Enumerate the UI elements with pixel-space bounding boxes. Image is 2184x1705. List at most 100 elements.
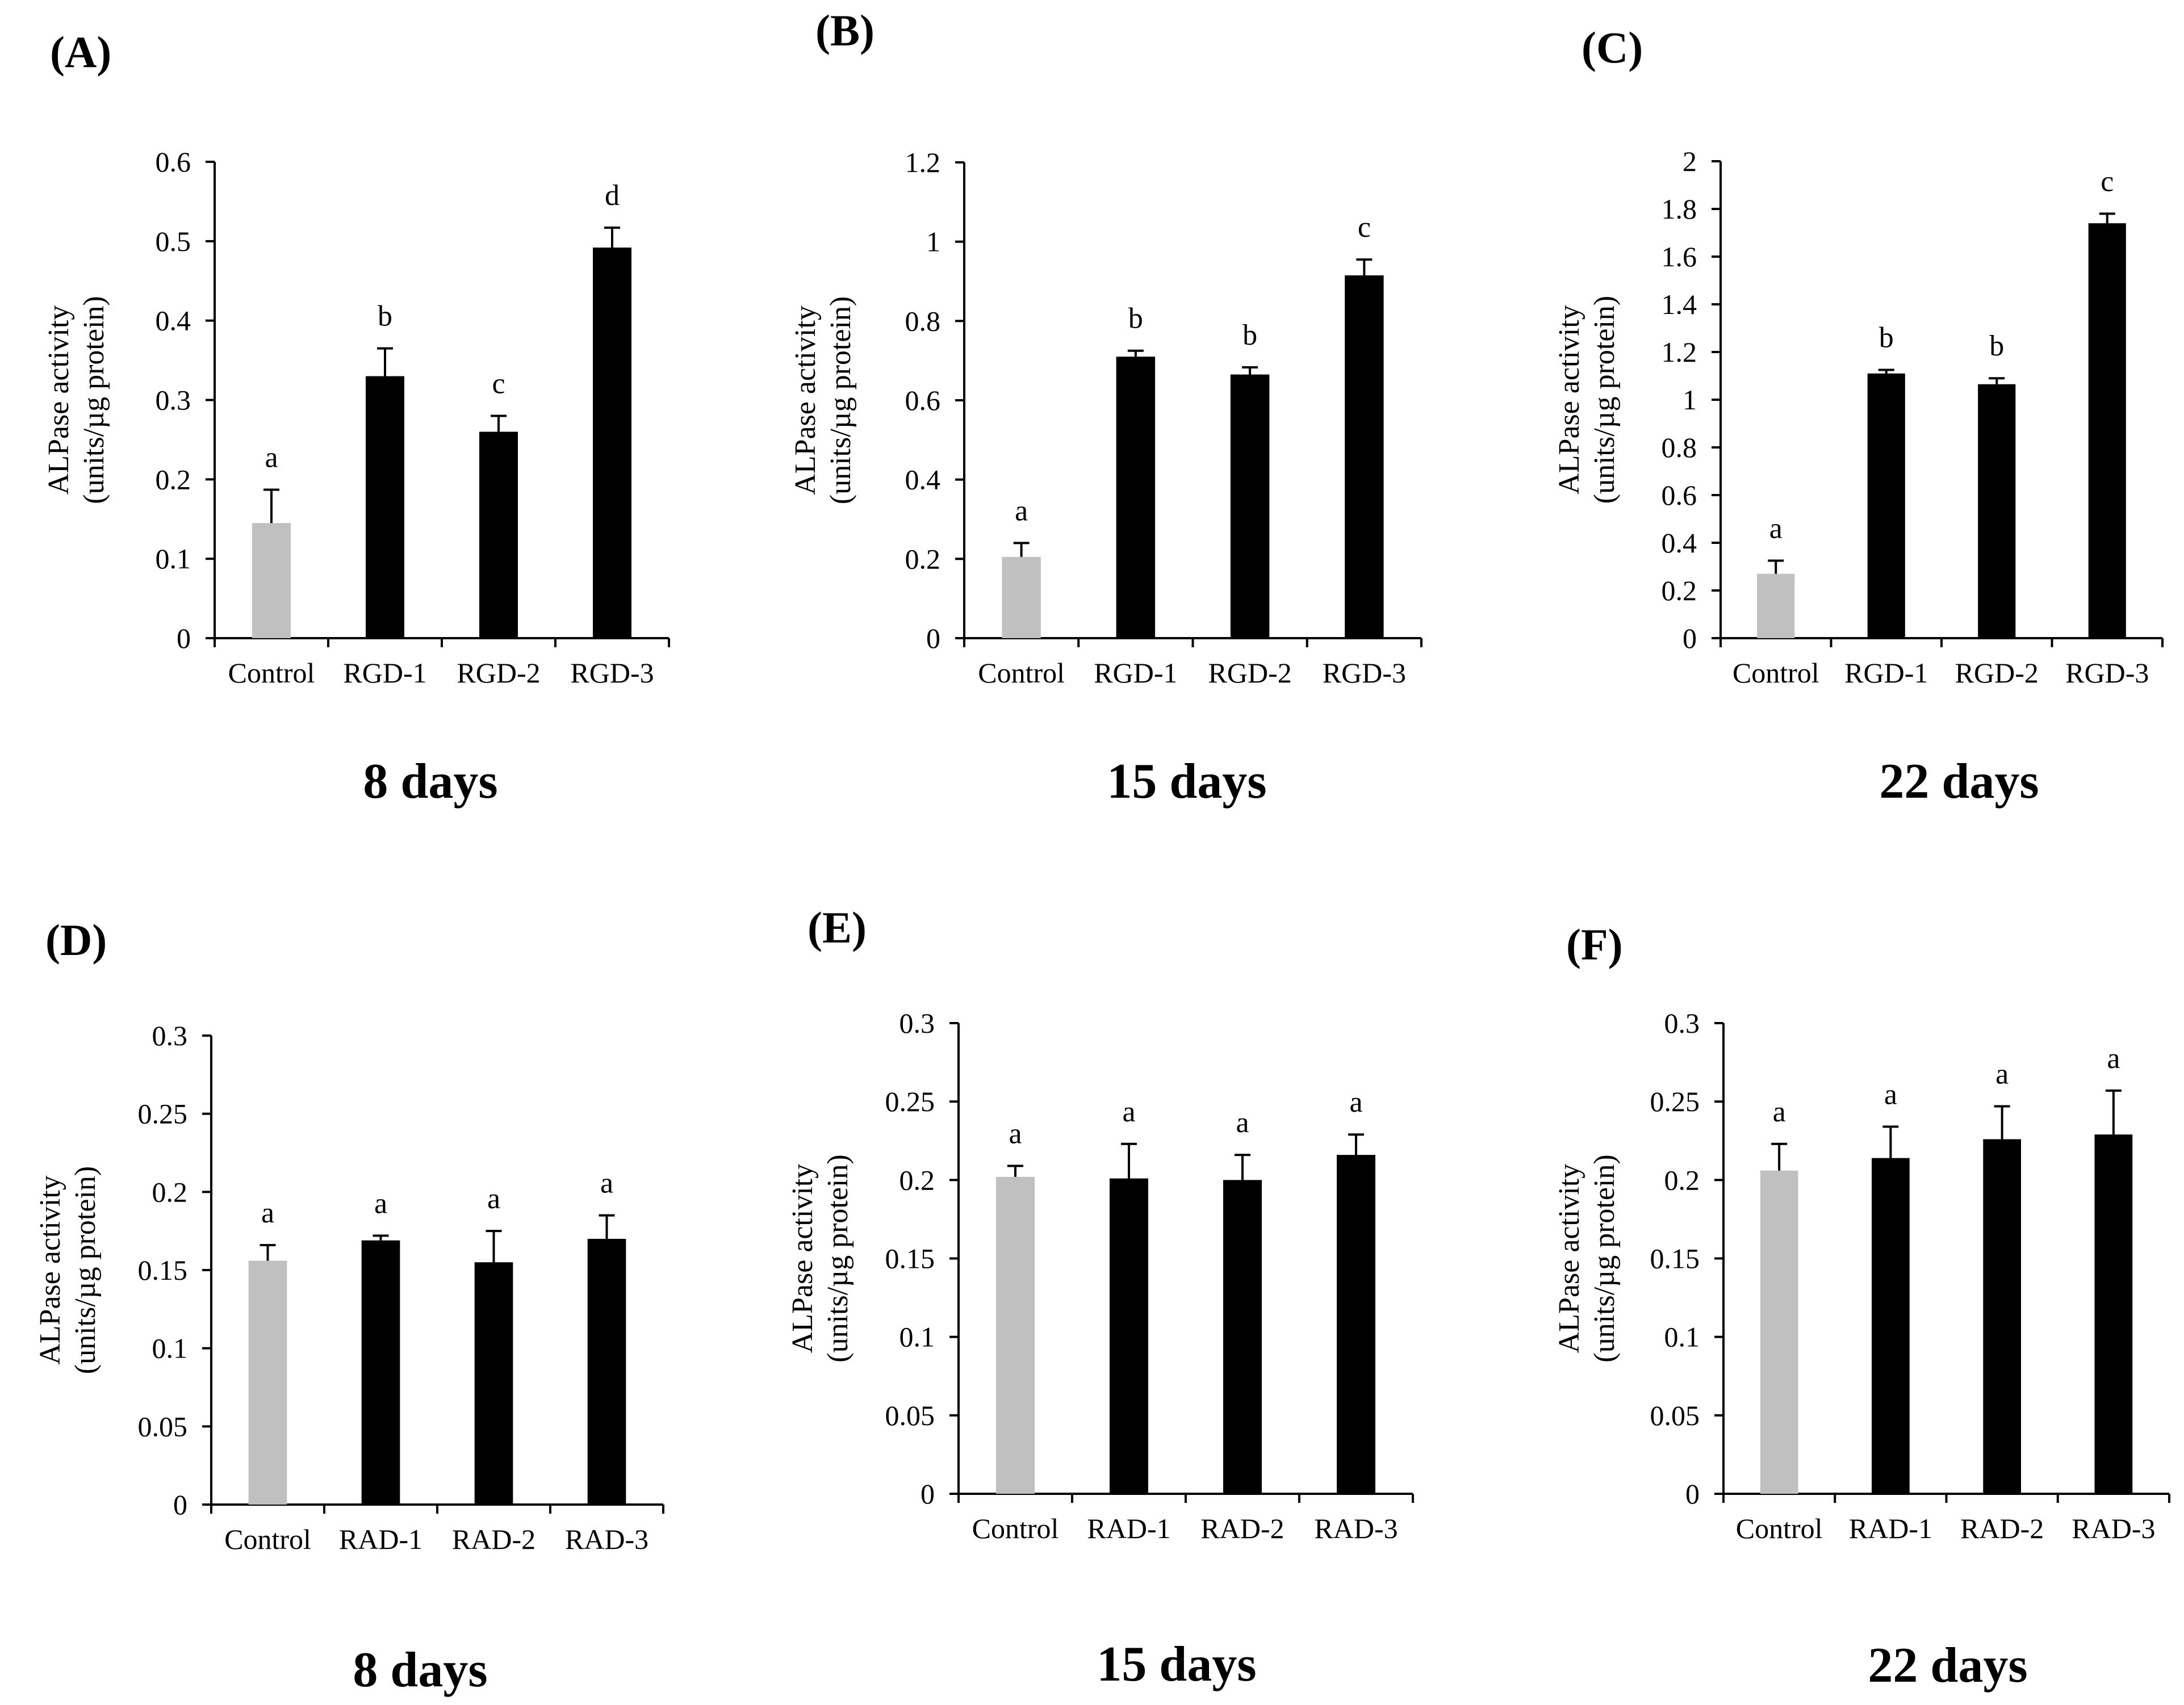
- y-tick-label: 0.25: [1650, 1086, 1700, 1117]
- y-tick-label: 0.15: [1650, 1243, 1700, 1275]
- y-tick-label: 0.2: [899, 1164, 935, 1196]
- y-axis-title-line1: ALPase activity: [43, 305, 75, 495]
- y-axis-title-line1: ALPase activity: [1553, 305, 1585, 495]
- y-axis-title-line1: ALPase activity: [789, 305, 822, 495]
- y-axis-title-line2: (units/µg protein): [825, 296, 857, 504]
- significance-letter: a: [1773, 1096, 1786, 1128]
- x-tick-label: Control: [978, 657, 1065, 689]
- significance-letter: a: [1122, 1096, 1135, 1128]
- x-tick-label: RGD-2: [1208, 657, 1292, 689]
- y-tick-label: 1.8: [1662, 193, 1697, 225]
- y-axis-title: ALPase activity(units/µg protein): [34, 1166, 102, 1374]
- panel-label: (F): [1566, 920, 1623, 969]
- significance-letter: a: [374, 1187, 387, 1220]
- y-tick-label: 0.25: [138, 1098, 188, 1130]
- y-tick-label: 0.3: [1664, 1007, 1700, 1039]
- y-axis-title-line2: (units/µg protein): [1588, 296, 1621, 504]
- y-tick-label: 0.6: [156, 146, 191, 178]
- bar: [474, 1262, 513, 1505]
- panel-footer: 22 days: [1868, 1638, 2027, 1693]
- panel-e: (E) 15 days ALPase activity(units/µg prote…: [786, 903, 1414, 1692]
- y-tick-label: 0.5: [156, 225, 191, 257]
- y-tick-label: 0: [173, 1489, 187, 1520]
- x-tick-label: Control: [228, 657, 315, 689]
- y-tick-label: 0: [926, 622, 940, 654]
- bar: [1002, 556, 1041, 638]
- bar: [1760, 1170, 1798, 1494]
- significance-letter: a: [487, 1183, 500, 1215]
- panel-footer: 15 days: [1097, 1637, 1256, 1692]
- y-tick-label: 0.25: [885, 1086, 935, 1117]
- x-tick-label: RAD-2: [1200, 1513, 1284, 1544]
- bar: [361, 1240, 400, 1505]
- bar: [1116, 357, 1156, 638]
- y-axis-title: ALPase activity(units/µg protein): [43, 296, 110, 504]
- y-tick-label: 0.8: [905, 305, 941, 337]
- bar: [479, 432, 518, 638]
- bar: [252, 523, 291, 638]
- y-tick-label: 0.1: [156, 543, 191, 575]
- significance-letter: d: [605, 179, 620, 212]
- y-axis-title: ALPase activity(units/µg protein): [789, 296, 857, 504]
- x-tick-label: RGD-2: [1955, 657, 2039, 689]
- panel-footer: 22 days: [1879, 754, 2039, 809]
- bar: [1110, 1178, 1148, 1494]
- x-tick-label: RAD-1: [1087, 1513, 1170, 1544]
- bar: [366, 376, 404, 638]
- panel-label: (B): [815, 6, 875, 55]
- bar: [2094, 1134, 2133, 1494]
- y-tick-label: 0.05: [1650, 1400, 1700, 1431]
- y-tick-label: 0.6: [905, 384, 941, 416]
- y-tick-label: 0.05: [138, 1410, 188, 1442]
- y-tick-label: 0: [177, 622, 191, 654]
- x-tick-label: RGD-3: [2065, 657, 2149, 689]
- y-axis-title: ALPase activity(units/µg protein): [786, 1154, 854, 1362]
- significance-letter: a: [1995, 1058, 2009, 1090]
- significance-letter: c: [2101, 165, 2114, 198]
- panel-footer: 8 days: [353, 1643, 487, 1698]
- y-axis-title-line2: (units/µg protein): [78, 296, 110, 504]
- panel-a: (A) 8 days ALPase activity(units/µg protei…: [43, 27, 670, 809]
- y-tick-label: 0.3: [156, 384, 191, 416]
- y-tick-label: 0.4: [1662, 527, 1697, 559]
- panel-f: (F) 22 days ALPase activity(units/µg prote…: [1553, 920, 2170, 1693]
- bar: [593, 248, 631, 638]
- y-axis-title: ALPase activity(units/µg protein): [1553, 296, 1621, 504]
- significance-letter: a: [261, 1197, 274, 1229]
- x-tick-label: Control: [224, 1523, 311, 1555]
- y-tick-label: 0.4: [156, 305, 191, 337]
- x-tick-label: RGD-1: [1094, 657, 1177, 689]
- y-tick-label: 0.2: [905, 543, 941, 575]
- y-tick-label: 0.15: [138, 1254, 188, 1286]
- bar: [996, 1176, 1035, 1494]
- significance-letter: a: [1884, 1078, 1897, 1111]
- x-tick-label: RAD-3: [2072, 1513, 2155, 1544]
- panel-c: (C) 22 days ALPase activity(units/µg prote…: [1553, 23, 2164, 809]
- y-tick-label: 0.3: [152, 1020, 188, 1052]
- significance-letter: a: [1009, 1117, 1022, 1150]
- bar: [1337, 1155, 1375, 1494]
- significance-letter: a: [1349, 1086, 1362, 1118]
- panel-label: (C): [1581, 23, 1643, 72]
- significance-letter: b: [1128, 303, 1143, 335]
- significance-letter: b: [1989, 330, 2004, 362]
- x-tick-label: Control: [972, 1513, 1059, 1544]
- x-tick-label: Control: [1736, 1513, 1823, 1544]
- y-tick-label: 0.1: [899, 1321, 935, 1353]
- bar: [587, 1238, 626, 1505]
- bar: [1983, 1139, 2021, 1494]
- y-tick-label: 0.05: [885, 1400, 935, 1431]
- panel-b: (B) 15 days ALPase activity(units/µg prote…: [789, 6, 1422, 809]
- x-tick-label: Control: [1733, 657, 1819, 689]
- y-tick-label: 0.4: [905, 464, 941, 496]
- bar: [248, 1260, 287, 1505]
- bar: [1230, 374, 1270, 638]
- x-tick-label: RAD-3: [565, 1523, 648, 1555]
- significance-letter: a: [265, 442, 278, 474]
- y-tick-label: 2: [1683, 145, 1697, 177]
- bar: [1872, 1158, 1910, 1494]
- bar: [1345, 275, 1384, 638]
- y-tick-label: 0.2: [156, 463, 191, 495]
- x-tick-label: RGD-1: [1844, 657, 1928, 689]
